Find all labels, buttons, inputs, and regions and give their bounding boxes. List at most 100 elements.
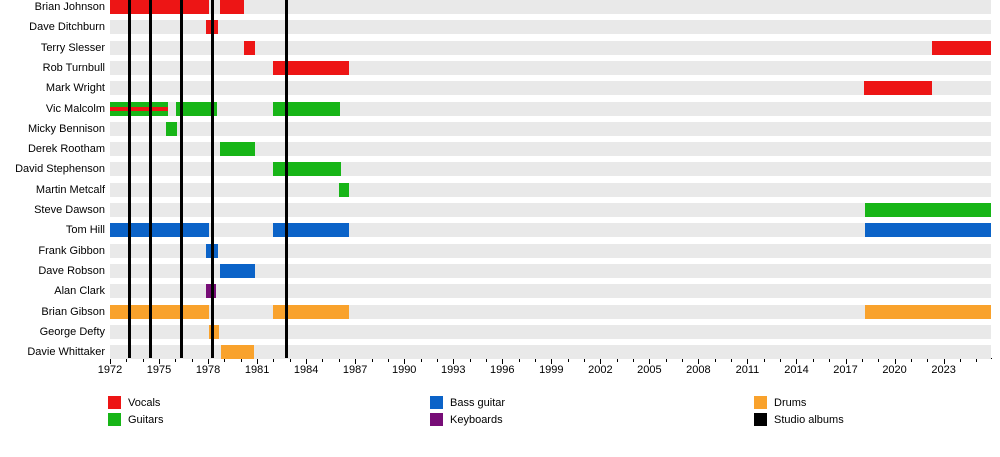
axis-major-tick xyxy=(355,359,357,364)
axis-minor-tick xyxy=(910,359,912,362)
axis-minor-tick xyxy=(322,359,324,362)
bar-guitars xyxy=(338,183,349,197)
axis-minor-tick xyxy=(436,359,438,362)
axis-major-tick xyxy=(257,359,259,364)
bar-vocals xyxy=(219,0,245,14)
axis-minor-tick xyxy=(518,359,520,362)
member-label: George Defty xyxy=(39,326,105,338)
bar-bass xyxy=(219,264,255,278)
row-track xyxy=(110,305,991,319)
bar-bass xyxy=(273,223,349,237)
axis-tick-label: 1984 xyxy=(293,364,319,376)
bar-bass xyxy=(865,223,991,237)
axis-minor-tick xyxy=(224,359,226,362)
axis-minor-tick xyxy=(371,359,373,362)
bar-vocals xyxy=(932,41,991,55)
row-track xyxy=(110,162,991,176)
axis-major-tick xyxy=(698,359,700,364)
axis-tick-label: 2014 xyxy=(784,364,809,376)
row-track xyxy=(110,61,991,75)
axis-major-tick xyxy=(943,359,945,364)
bass-swatch-icon xyxy=(430,396,443,409)
member-label: Alan Clark xyxy=(54,285,105,297)
row-track xyxy=(110,203,991,217)
axis-minor-tick xyxy=(731,359,733,362)
axis-minor-tick xyxy=(142,359,144,362)
album-line xyxy=(149,0,153,358)
row-track xyxy=(110,284,991,298)
axis-major-tick xyxy=(453,359,455,364)
bar-drums xyxy=(110,305,209,319)
legend: Vocals Guitars Bass guitar Keyboards Drums St… xyxy=(0,394,1000,440)
bar-vocals xyxy=(863,81,933,95)
axis-minor-tick xyxy=(420,359,422,362)
axis-tick-label: 1990 xyxy=(391,364,417,376)
axis-major-tick xyxy=(747,359,749,364)
axis-tick-label: 1972 xyxy=(97,364,123,376)
row-track xyxy=(110,20,991,34)
row-track xyxy=(110,81,991,95)
axis-tick-label: 2008 xyxy=(686,364,711,376)
axis-minor-tick xyxy=(338,359,340,362)
axis-minor-tick xyxy=(387,359,389,362)
legend-item-vocals: Vocals xyxy=(108,396,160,409)
axis-minor-tick xyxy=(469,359,471,362)
member-label: Tom Hill xyxy=(65,224,105,236)
row-track xyxy=(110,325,991,339)
axis-minor-tick xyxy=(763,359,765,362)
axis-minor-tick xyxy=(534,359,536,362)
axis-minor-tick xyxy=(682,359,684,362)
axis-tick-label: 1996 xyxy=(490,364,515,376)
axis-minor-tick xyxy=(584,359,585,362)
member-label: Brian Johnson xyxy=(34,1,105,13)
vocals-swatch-icon xyxy=(108,396,121,409)
albums-swatch-icon xyxy=(754,413,767,426)
axis-minor-tick xyxy=(191,359,193,362)
legend-item-guitars: Guitars xyxy=(108,413,163,426)
member-label: Rob Turnbull xyxy=(42,62,105,74)
axis-major-tick xyxy=(306,359,308,364)
axis-major-tick xyxy=(600,359,602,364)
album-line xyxy=(180,0,184,358)
member-label: Derek Rootham xyxy=(27,143,105,155)
legend-label: Studio albums xyxy=(774,413,844,426)
axis-minor-tick xyxy=(927,359,929,362)
axis-major-tick xyxy=(404,359,406,364)
legend-label: Vocals xyxy=(128,396,161,409)
row-track xyxy=(110,345,991,359)
axis-tick-label: 2020 xyxy=(882,364,907,376)
bar-drums xyxy=(273,305,349,319)
axis-tick-label: 1981 xyxy=(244,364,270,376)
axis-minor-tick xyxy=(878,359,880,362)
row-track xyxy=(110,223,991,237)
bar-guitars xyxy=(865,203,991,217)
axis-major-tick xyxy=(796,359,798,364)
axis-minor-tick xyxy=(665,359,667,362)
album-line xyxy=(128,0,132,358)
member-label: Dave Ditchburn xyxy=(29,21,105,33)
bar-guitars xyxy=(273,102,341,116)
axis-minor-tick xyxy=(289,359,291,362)
member-label: Brian Gibson xyxy=(41,306,105,318)
album-line xyxy=(285,0,289,358)
axis-major-tick xyxy=(649,359,651,364)
axis-tick-label: 2005 xyxy=(637,364,662,376)
member-label: Vic Malcolm xyxy=(45,103,105,115)
axis-minor-tick xyxy=(616,359,618,362)
axis-minor-tick xyxy=(126,359,128,362)
axis-minor-tick xyxy=(633,359,635,362)
axis-minor-tick xyxy=(175,359,177,362)
axis-major-tick xyxy=(159,359,161,364)
axis-major-tick xyxy=(551,359,553,364)
legend-label: Bass guitar xyxy=(450,396,506,409)
row-track xyxy=(110,41,991,55)
bar-drums xyxy=(208,325,219,339)
legend-item-drums: Drums xyxy=(754,396,806,409)
bar-guitars xyxy=(219,142,256,156)
bar-vocals xyxy=(273,61,349,75)
legend-label: Guitars xyxy=(128,413,164,426)
axis-minor-tick xyxy=(567,359,569,362)
axis-minor-tick xyxy=(714,359,716,362)
legend-item-keyboards: Keyboards xyxy=(430,413,503,426)
